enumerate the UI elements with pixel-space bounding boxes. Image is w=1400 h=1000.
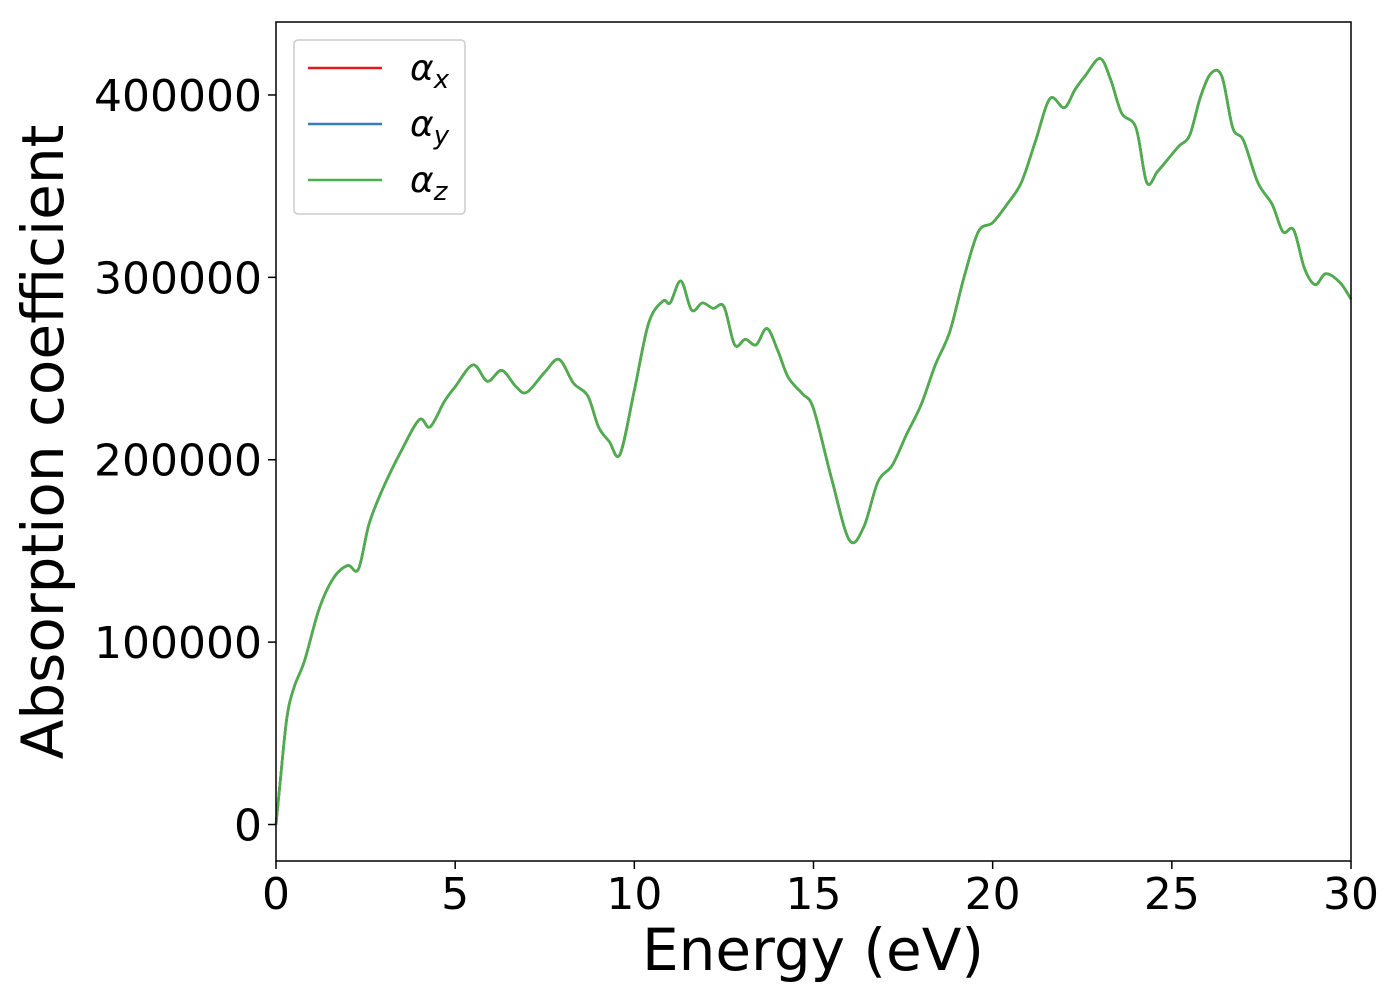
y-tick-label: 100000	[94, 618, 262, 669]
y-tick-label: 400000	[94, 71, 262, 122]
x-axis-title: Energy (eV)	[642, 916, 984, 984]
x-tick-label: 30	[1323, 869, 1379, 920]
series-line-z	[274, 57, 1353, 825]
y-axis-title: Absorption coefficient	[9, 125, 77, 760]
legend-box	[293, 39, 466, 215]
x-tick-label: 10	[606, 869, 662, 920]
ticks-layer: 0 5 10 15 20 25 30 0 100000 200000 300000 400000	[94, 71, 1379, 920]
x-tick-label: 20	[965, 869, 1021, 920]
x-tick-label: 15	[786, 869, 842, 920]
x-tick-label: 0	[262, 869, 290, 920]
x-tick-label: 25	[1144, 869, 1200, 920]
legend-label-x: αx	[410, 48, 450, 95]
y-tick-label: 300000	[94, 253, 262, 304]
y-tick-label: 0	[234, 801, 262, 852]
legend-label-y: αy	[410, 104, 450, 151]
y-tick-label: 200000	[94, 436, 262, 487]
x-tick-label: 5	[441, 869, 469, 920]
series-layer	[274, 57, 1353, 825]
